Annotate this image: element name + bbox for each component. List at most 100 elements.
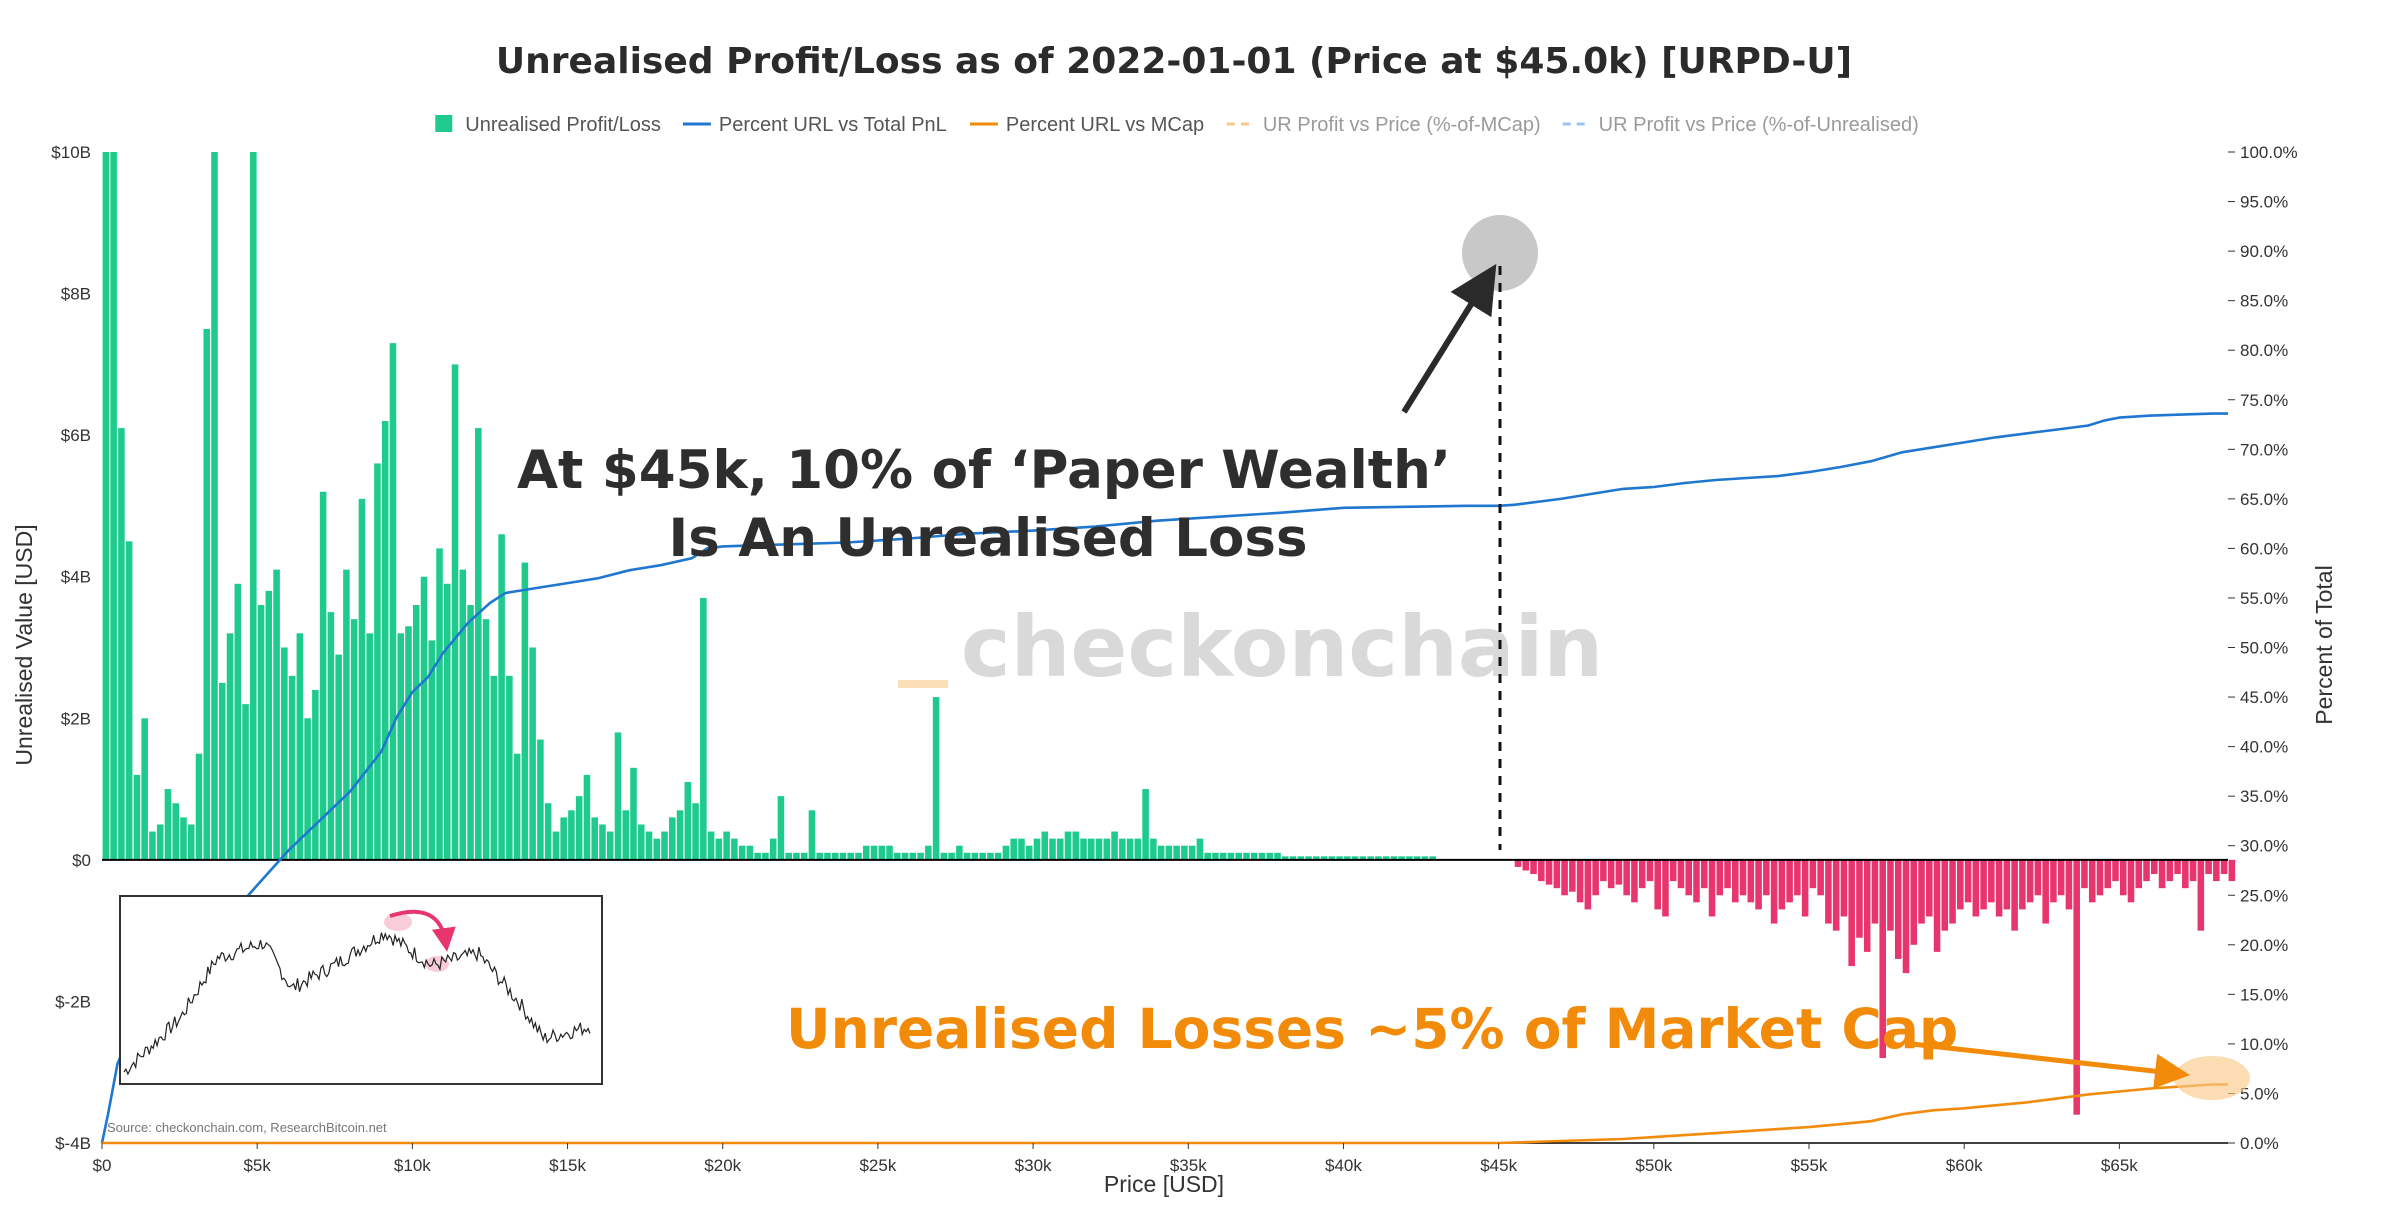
profit-bar: [428, 640, 436, 860]
profit-bar: [987, 852, 994, 860]
profit-bar: [894, 852, 901, 860]
profit-bar: [1103, 838, 1111, 860]
legend-item[interactable]: UR Profit vs Price (%-of-Unrealised): [1562, 114, 1919, 136]
y2-tick-label: 55.0%: [2240, 589, 2288, 608]
inset-price-chart: [119, 895, 603, 1085]
loss-bar: [1623, 859, 1630, 896]
profit-bar: [195, 753, 203, 860]
annotation-headline-line1: At $45k, 10% of ‘Paper Wealth’: [517, 440, 1451, 501]
y2-tick-label: 25.0%: [2240, 886, 2288, 905]
profit-bar: [568, 810, 575, 860]
profit-bar: [1157, 845, 1165, 860]
legend-item[interactable]: Percent URL vs MCap: [969, 114, 1204, 136]
profit-bar: [133, 774, 141, 860]
profit-bar: [389, 343, 397, 860]
annotation-arrow-orange: [1911, 1041, 2190, 1089]
loss-bar: [1615, 859, 1623, 885]
profit-bar: [234, 583, 242, 860]
profit-bar: [544, 803, 552, 860]
profit-bar: [366, 633, 373, 860]
profit-bar: [653, 838, 661, 860]
loss-bar: [1786, 859, 1793, 903]
profit-bar: [1088, 838, 1095, 860]
loss-bar: [1755, 859, 1762, 910]
profit-bar: [762, 852, 769, 860]
profit-bar: [1250, 852, 1258, 860]
profit-bar: [1406, 856, 1413, 860]
profit-bar: [909, 852, 917, 860]
profit-bar: [102, 152, 110, 860]
loss-bar: [1840, 859, 1848, 917]
loss-bar: [1654, 859, 1661, 910]
x-tick-label: $35k: [1170, 1156, 1207, 1175]
profit-bar: [870, 845, 878, 860]
legend-item[interactable]: UR Profit vs Price (%-of-MCap): [1226, 114, 1541, 136]
y-tick-label: $-2B: [55, 992, 91, 1011]
loss-bar: [1530, 859, 1537, 875]
loss-bar: [2112, 859, 2119, 882]
loss-bar: [1925, 859, 1933, 917]
legend-label: Percent URL vs Total PnL: [719, 114, 947, 136]
profit-bar: [1041, 831, 1049, 860]
y2-tick-label: 30.0%: [2240, 837, 2288, 856]
loss-bar: [1561, 859, 1568, 896]
x-tick-label: $10k: [394, 1156, 431, 1175]
profit-bar: [824, 852, 831, 860]
loss-bar: [1918, 859, 1925, 924]
profit-bar: [917, 852, 924, 860]
loss-bar: [1809, 859, 1817, 889]
loss-bar: [1592, 859, 1599, 896]
profit-bar: [731, 838, 738, 860]
profit-bar: [187, 824, 195, 860]
loss-bar: [1724, 859, 1731, 889]
legend-item[interactable]: Percent URL vs Total PnL: [682, 114, 947, 136]
profit-bar: [1134, 838, 1142, 860]
profit-bar: [1072, 831, 1080, 860]
profit-bar: [1413, 856, 1421, 860]
profit-bar: [1382, 856, 1390, 860]
y2-tick-label: 60.0%: [2240, 539, 2288, 558]
y2-tick-label: 45.0%: [2240, 688, 2288, 707]
profit-bar: [327, 612, 335, 860]
legend-label: Percent URL vs MCap: [1006, 114, 1204, 136]
y-tick-label: $2B: [61, 709, 91, 728]
profit-bar: [459, 569, 467, 860]
profit-bar: [1204, 852, 1211, 860]
loss-bar: [1894, 859, 1902, 959]
y2-tick-label: 65.0%: [2240, 490, 2288, 509]
profit-bar: [963, 852, 971, 860]
profit-bar: [769, 838, 777, 860]
profit-bar: [444, 583, 451, 860]
profit-bar: [862, 845, 870, 860]
loss-bar: [1770, 859, 1778, 924]
profit-bar: [381, 420, 389, 860]
profit-bar: [1243, 852, 1250, 860]
loss-bar: [1569, 859, 1576, 892]
profit-bar: [700, 597, 707, 860]
y2-tick-label: 0.0%: [2240, 1134, 2279, 1153]
profit-bar: [692, 803, 699, 860]
profit-bar: [1018, 838, 1025, 860]
profit-bar: [575, 796, 583, 860]
profit-bar: [319, 491, 327, 860]
loss-bar: [2143, 859, 2150, 882]
loss-bar: [2158, 859, 2166, 889]
loss-bar: [1964, 859, 1972, 903]
profit-bar: [552, 831, 560, 860]
legend-item[interactable]: Unrealised Profit/Loss: [435, 114, 661, 136]
y2-tick-label: 85.0%: [2240, 292, 2288, 311]
profit-bar: [1367, 856, 1374, 860]
profit-bar: [125, 541, 133, 860]
loss-bar: [1763, 859, 1770, 896]
profit-bar: [350, 619, 358, 860]
y2-tick-label: 10.0%: [2240, 1035, 2288, 1054]
loss-bar: [1995, 859, 2003, 917]
loss-bar: [2151, 859, 2158, 875]
profit-bar: [1080, 838, 1087, 860]
loss-bar: [2166, 859, 2174, 882]
profit-bar: [506, 675, 513, 860]
profit-bar: [1126, 838, 1134, 860]
profit-bar: [1150, 838, 1157, 860]
profit-bar: [498, 534, 505, 860]
profit-bar: [1305, 856, 1312, 860]
